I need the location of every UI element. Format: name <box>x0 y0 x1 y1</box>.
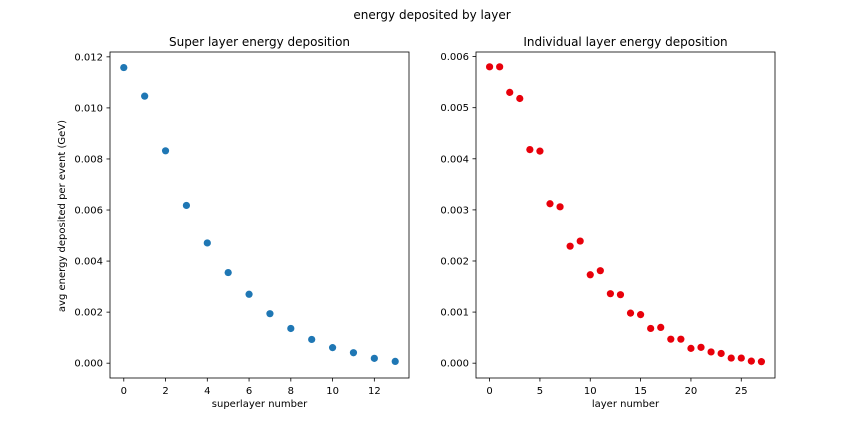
individual-layer-x-tick-label: 10 <box>584 386 597 397</box>
individual-layer-point <box>717 349 725 358</box>
super-layer-axes-frame <box>109 51 410 379</box>
individual-layer-point <box>506 88 514 96</box>
individual-layer-x-tick-label: 20 <box>685 386 698 397</box>
individual-layer-point <box>596 267 604 275</box>
individual-layer-x-tick-label: 15 <box>634 386 647 397</box>
individual-layer-point <box>687 344 695 352</box>
individual-layer-point <box>586 271 594 279</box>
individual-layer-point <box>647 324 655 333</box>
individual-layer-point <box>536 147 544 155</box>
individual-layer-point <box>727 354 735 362</box>
super-layer-x-tick-label: 10 <box>326 386 339 397</box>
individual-layer-y-tick-label: 0.003 <box>440 205 469 216</box>
individual-layer-point <box>576 237 584 245</box>
individual-layer-y-tick-label: 0.005 <box>440 103 469 114</box>
individual-layer-point <box>616 291 625 299</box>
individual-layer-plot: Individual layer energy deposition layer… <box>440 35 776 410</box>
figure-suptitle: energy deposited by layer <box>353 8 510 22</box>
super-layer-point <box>120 63 128 72</box>
individual-layer-y-tick-label: 0.000 <box>440 359 469 370</box>
individual-layer-point <box>707 348 715 356</box>
individual-layer-y-tick-label: 0.001 <box>440 308 469 319</box>
super-layer-y-tick-label: 0.004 <box>74 257 103 268</box>
super-layer-x-tick-label: 4 <box>204 386 210 397</box>
super-layer-point <box>391 357 399 366</box>
super-layer-x-axis-label: superlayer number <box>212 399 308 410</box>
super-layer-x-tick-label: 8 <box>288 386 294 397</box>
individual-layer-point <box>747 357 755 365</box>
individual-layer-x-axis-label: layer number <box>592 399 660 410</box>
super-layer-x-tick-label: 0 <box>121 386 127 397</box>
super-layer-point <box>266 310 274 318</box>
individual-layer-point <box>697 343 705 351</box>
super-layer-point <box>349 349 358 357</box>
super-layer-point <box>182 201 191 210</box>
individual-layer-x-tick-label: 0 <box>486 386 492 397</box>
individual-layer-point <box>606 290 615 298</box>
individual-layer-point <box>657 323 665 332</box>
super-layer-y-tick-label: 0.012 <box>74 52 103 63</box>
individual-layer-point <box>556 203 564 211</box>
individual-layer-point <box>526 146 534 154</box>
individual-layer-axes-frame <box>475 51 776 379</box>
individual-layer-point <box>566 242 574 250</box>
super-layer-plot-title: Super layer energy deposition <box>169 35 350 49</box>
individual-layer-y-tick-label: 0.002 <box>440 256 469 267</box>
individual-layer-point <box>637 311 645 319</box>
individual-layer-y-tick-label: 0.006 <box>440 52 469 63</box>
individual-layer-points <box>485 63 766 366</box>
individual-layer-point <box>737 354 745 362</box>
super-layer-point <box>308 335 316 344</box>
individual-layer-point <box>677 335 685 343</box>
super-layer-point <box>287 324 295 333</box>
super-layer-point <box>370 354 378 362</box>
super-layer-point <box>161 147 170 155</box>
super-layer-points <box>120 63 399 366</box>
super-layer-x-tick-label: 12 <box>368 386 381 397</box>
individual-layer-x-tick-label: 25 <box>735 386 748 397</box>
individual-layer-point <box>757 358 766 366</box>
super-layer-plot: Super layer energy deposition superlayer… <box>57 35 410 410</box>
super-layer-y-tick-label: 0.000 <box>74 359 103 370</box>
individual-layer-plot-title: Individual layer energy deposition <box>523 35 727 49</box>
individual-layer-point <box>516 94 524 103</box>
individual-layer-y-tick-label: 0.004 <box>440 154 469 165</box>
super-layer-y-tick-label: 0.008 <box>74 154 103 165</box>
individual-layer-x-tick-label: 5 <box>537 386 543 397</box>
super-layer-y-tick-label: 0.002 <box>74 308 103 319</box>
super-layer-y-tick-label: 0.010 <box>74 103 103 114</box>
super-layer-x-tick-label: 6 <box>246 386 252 397</box>
super-layer-y-tick-label: 0.006 <box>74 206 103 217</box>
individual-layer-point <box>485 63 494 71</box>
super-layer-point <box>203 239 211 247</box>
individual-layer-point <box>667 335 675 343</box>
super-layer-point <box>328 344 337 352</box>
super-layer-x-tick-label: 2 <box>162 386 168 397</box>
super-layer-point <box>141 92 149 100</box>
super-layer-point <box>224 268 232 277</box>
individual-layer-point <box>546 200 554 208</box>
super-layer-point <box>245 290 253 298</box>
super-layer-y-axis-label: avg energy deposited per event (GeV) <box>57 120 68 312</box>
individual-layer-point <box>496 63 504 71</box>
individual-layer-point <box>626 309 635 317</box>
